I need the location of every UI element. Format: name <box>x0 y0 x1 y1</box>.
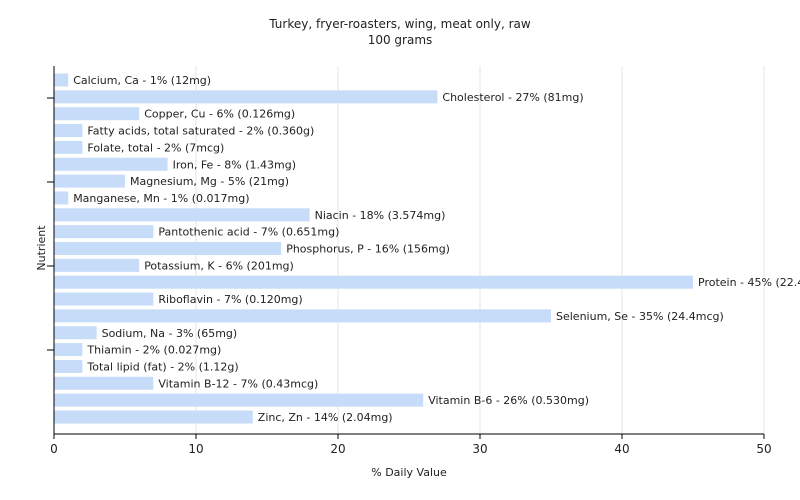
y-axis-label: Nutrient <box>35 225 48 271</box>
x-tick-label: 10 <box>188 442 203 456</box>
bar-label: Manganese, Mn - 1% (0.017mg) <box>73 192 249 205</box>
x-tick-label: 30 <box>472 442 487 456</box>
bar <box>54 90 438 104</box>
y-ticks-group <box>47 97 54 351</box>
bar <box>54 410 253 424</box>
x-tick-label: 0 <box>50 442 58 456</box>
bar-label: Calcium, Ca - 1% (12mg) <box>73 74 211 87</box>
axes-group <box>53 66 764 435</box>
bar-label: Sodium, Na - 3% (65mg) <box>102 327 238 340</box>
bar <box>54 242 282 255</box>
bar-label: Niacin - 18% (3.574mg) <box>315 209 446 222</box>
bar-label: Pantothenic acid - 7% (0.651mg) <box>158 226 339 239</box>
chart-title: Turkey, fryer-roasters, wing, meat only,… <box>268 17 531 31</box>
bar-label: Total lipid (fat) - 2% (1.12g) <box>86 360 238 373</box>
bar <box>54 191 69 205</box>
bar <box>54 124 83 138</box>
bar-label: Vitamin B-6 - 26% (0.530mg) <box>428 394 589 407</box>
bar-label: Thiamin - 2% (0.027mg) <box>86 344 221 357</box>
chart-subtitle: 100 grams <box>368 33 433 47</box>
bar-label: Phosphorus, P - 16% (156mg) <box>286 243 450 256</box>
bar-label: Potassium, K - 6% (201mg) <box>144 259 294 272</box>
bars-group: Calcium, Ca - 1% (12mg) Cholesterol - 27%… <box>54 73 800 424</box>
bar <box>54 292 154 306</box>
bar-label: Iron, Fe - 8% (1.43mg) <box>173 158 296 171</box>
bar <box>54 326 97 340</box>
bar-label: Vitamin B-12 - 7% (0.43mcg) <box>158 377 318 390</box>
gridlines <box>195 66 765 434</box>
bar-label: Selenium, Se - 35% (24.4mcg) <box>556 310 724 323</box>
x-tick-label: 40 <box>614 442 629 456</box>
bar <box>54 208 310 222</box>
bar <box>54 275 693 289</box>
bar <box>54 73 69 87</box>
bar-label: Zinc, Zn - 14% (2.04mg) <box>258 411 393 424</box>
bar <box>54 343 83 357</box>
bar <box>54 359 83 373</box>
bar <box>54 157 168 171</box>
x-axis-label: % Daily Value <box>371 466 447 479</box>
bar <box>54 174 125 188</box>
bar-label: Copper, Cu - 6% (0.126mg) <box>144 108 295 121</box>
bar <box>54 225 154 239</box>
x-tick-label: 20 <box>330 442 345 456</box>
bar-label: Fatty acids, total saturated - 2% (0.360… <box>87 125 314 138</box>
bar-label: Folate, total - 2% (7mcg) <box>87 141 224 154</box>
bar <box>54 258 140 272</box>
bar-label: Riboflavin - 7% (0.120mg) <box>158 293 302 306</box>
bar-label: Cholesterol - 27% (81mg) <box>442 91 583 104</box>
bar <box>54 393 424 407</box>
bar <box>54 107 140 121</box>
bar <box>54 376 154 390</box>
bar <box>54 309 551 323</box>
bar-label: Protein - 45% (22.49g) <box>698 276 800 289</box>
x-tick-label: 50 <box>756 442 771 456</box>
bar-label: Magnesium, Mg - 5% (21mg) <box>130 175 289 188</box>
bar <box>54 140 83 154</box>
x-ticks-group: 0 10 20 30 40 50 <box>50 434 772 456</box>
